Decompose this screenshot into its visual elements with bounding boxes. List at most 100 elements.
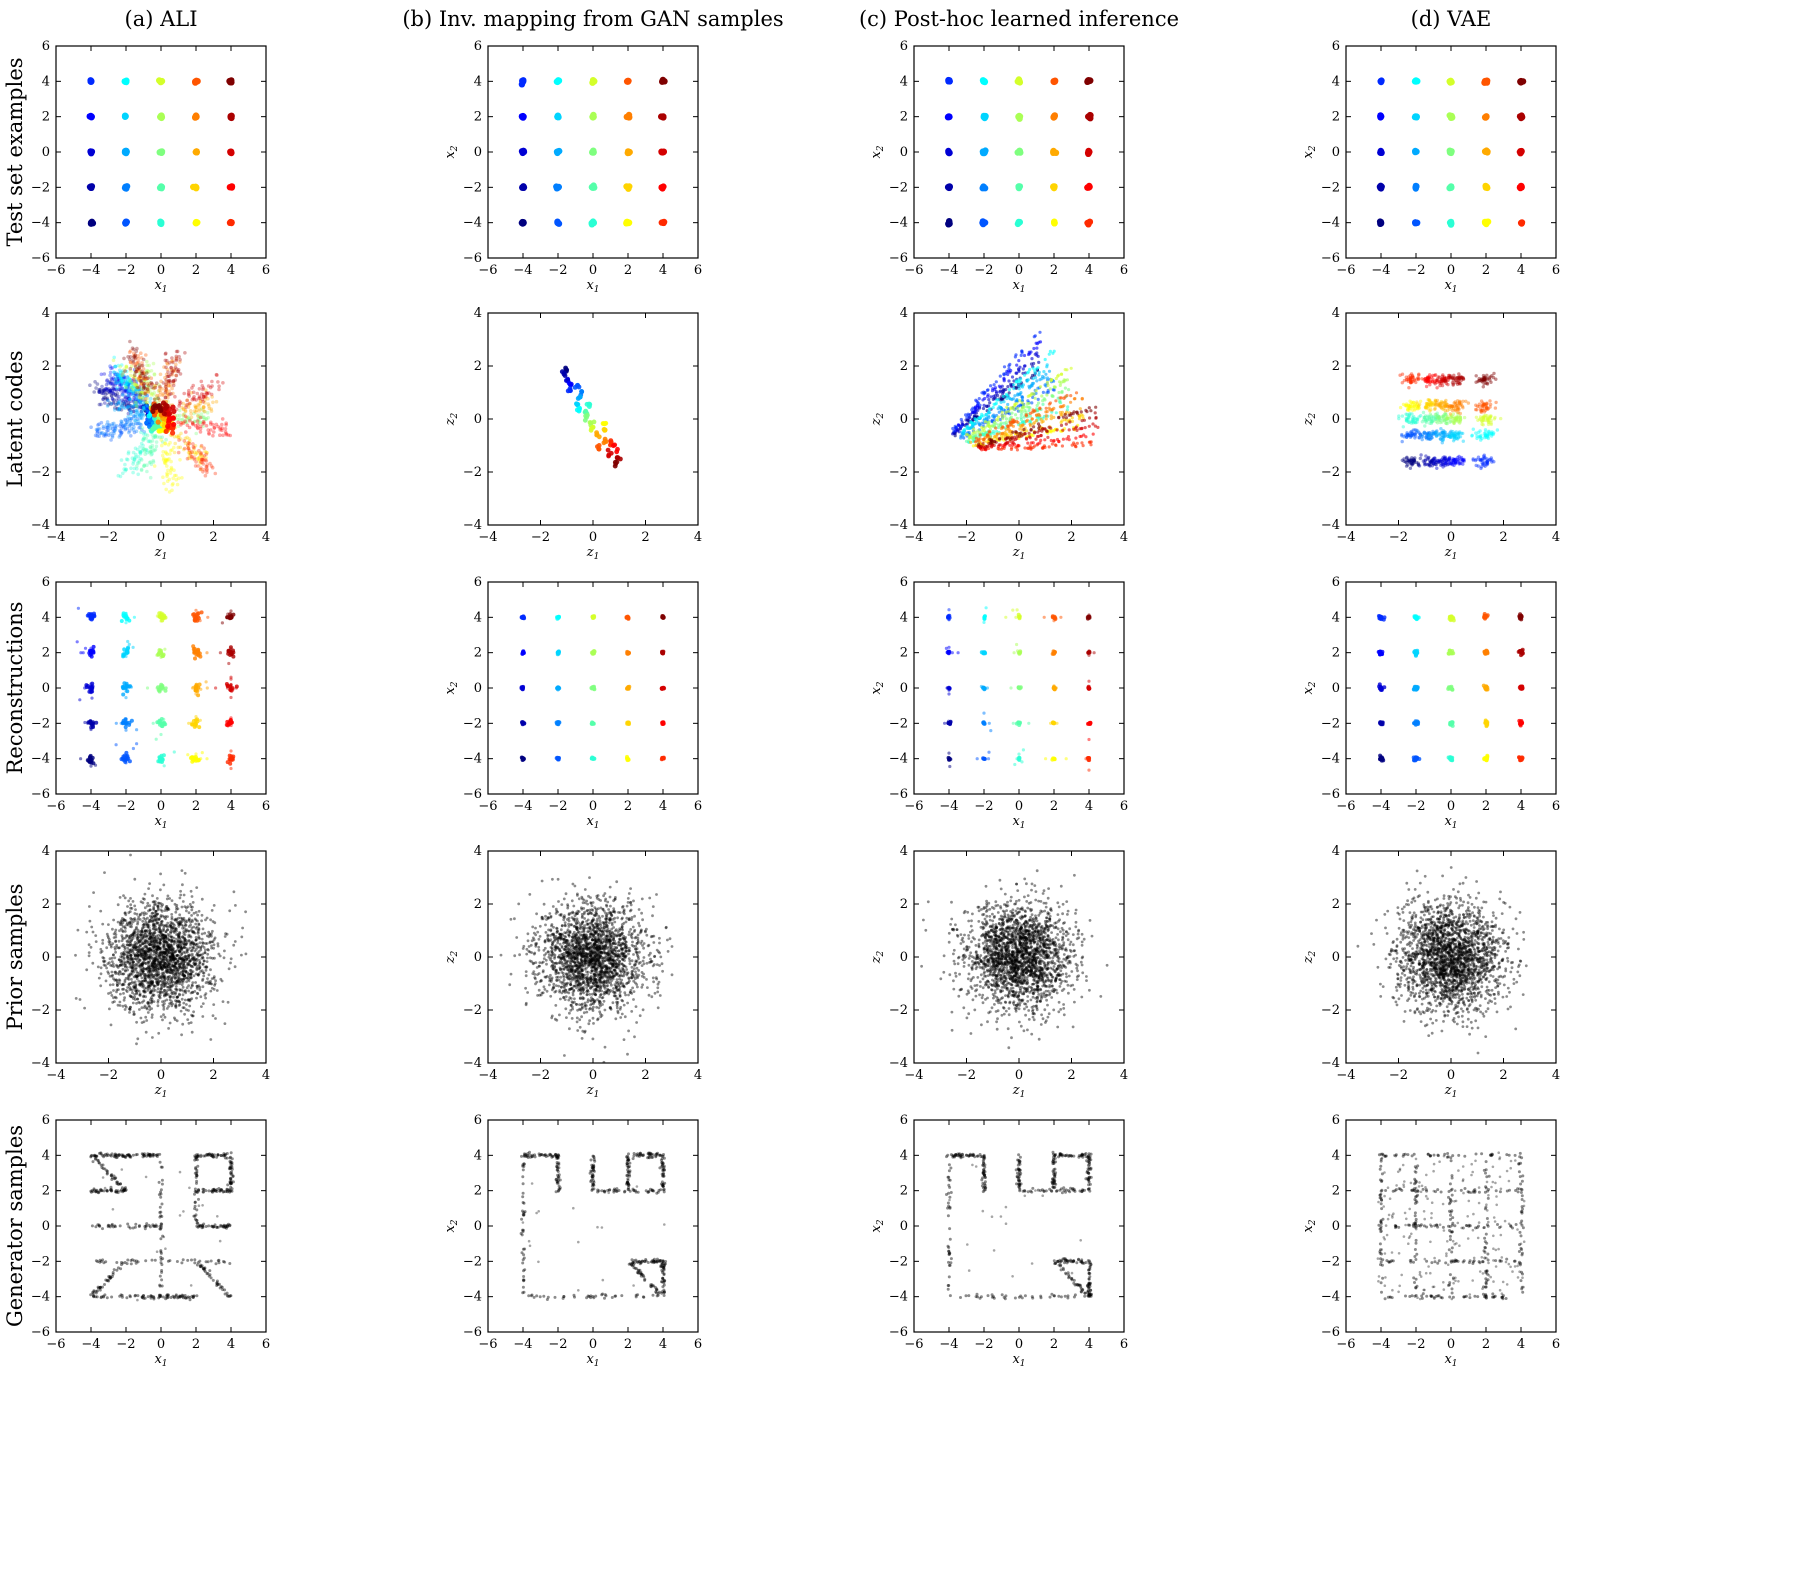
scatter-point [220,428,224,433]
scatter-point [136,472,140,477]
scatter-point [992,420,997,424]
scatter-point [1046,383,1050,387]
scatter-point [180,421,185,425]
scatter-point [1457,407,1461,411]
scatter-point [139,450,143,454]
scatter-point [175,413,180,418]
scatter-point [134,403,138,408]
y-tick-label: 2 [1332,110,1340,125]
scatter-point [1416,377,1421,382]
scatter-point [162,481,166,486]
scatter-point [1016,443,1020,447]
scatter-point [108,388,113,393]
scatter-point [171,391,175,396]
scatter-point [144,420,149,425]
scatter-point [171,476,175,481]
x-tick-label: −2 [116,263,135,278]
scatter-point [127,394,131,399]
x-tick-label: 2 [1067,530,1075,545]
scatter-point [1069,366,1073,370]
scatter-point [1050,394,1054,398]
scatter-point [131,746,135,751]
scatter-point [133,382,137,387]
scatter-point [137,375,142,379]
scatter-point [112,428,117,433]
scatter-point [133,392,138,396]
scatter-point [128,360,133,365]
scatter-point [192,409,197,413]
scatter-point [115,381,119,386]
scatter-point [141,381,146,386]
scatter-point [157,689,162,694]
scatter-point [195,689,200,694]
scatter-point [1029,384,1033,389]
scatter-point [983,420,988,424]
scatter-point [574,401,580,407]
scatter-point [142,379,146,383]
scatter-point [1428,421,1432,425]
scatter-point [980,412,984,416]
scatter-point [163,352,168,356]
scatter-point [211,422,215,427]
scatter-point [119,387,123,391]
scatter-point [141,446,145,451]
scatter-point [119,363,124,367]
scatter-point [1030,401,1034,405]
x-tick-label: −2 [548,263,567,278]
scatter-point [155,419,161,425]
scatter-point [196,402,200,407]
scatter-point [156,397,161,401]
scatter-point [198,467,203,472]
scatter-point [201,422,205,426]
x-tick-label: 0 [1447,263,1455,278]
scatter-point [192,456,197,460]
scatter-point [588,221,596,228]
scatter-point [115,379,120,384]
scatter-point [997,443,1001,447]
scatter-point [596,443,602,448]
scatter-point [159,651,164,656]
scatter-point [196,464,200,468]
scatter-point [172,450,177,455]
scatter-point [128,399,133,404]
scatter-point [123,385,127,390]
scatter-point [108,388,112,393]
scatter-point [161,393,165,398]
y-tick-label: 2 [474,359,482,374]
scatter-point [97,390,101,395]
scatter-point [119,374,123,379]
scatter-point [184,415,189,420]
scatter-point [123,183,131,190]
scatter-point [660,78,667,85]
scatter-point [132,413,136,418]
scatter-point [112,355,116,360]
scatter-point [1483,428,1488,432]
scatter-point [135,408,139,413]
scatter-point [109,394,114,398]
scatter-point [1027,431,1031,435]
scatter-point [108,380,113,384]
scatter-point [169,448,173,453]
scatter-point [129,384,133,388]
scatter-point [209,392,214,397]
scatter-point [194,405,199,410]
scatter-point [141,405,146,410]
scatter-point [1410,374,1415,379]
scatter-point [1012,387,1016,391]
scatter-point [1081,414,1085,418]
scatter-point [199,379,204,384]
scatter-point [167,392,172,397]
scatter-point [128,379,133,384]
scatter-points [518,76,668,228]
scatter-point [1015,419,1019,424]
scatter-point [123,417,127,422]
scatter-point [1006,402,1010,407]
scatter-point [127,429,132,433]
scatter-point [171,421,177,428]
scatter-point [116,363,121,368]
scatter-point [111,387,116,391]
scatter-point [178,458,182,462]
x-tick-label: −6 [1336,263,1355,278]
scatter-point [174,362,178,367]
scatter-point [191,445,196,449]
